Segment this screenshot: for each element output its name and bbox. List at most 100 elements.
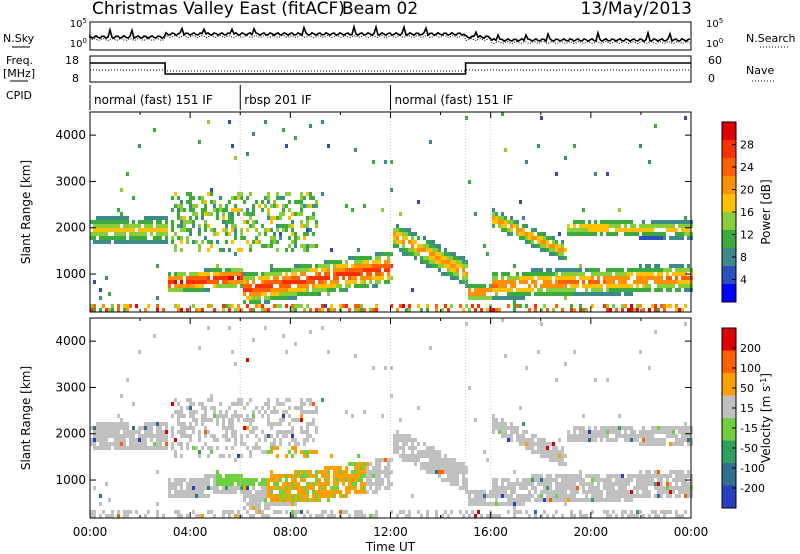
velocity-cell xyxy=(261,414,264,418)
power-cell xyxy=(513,276,516,280)
power-cell xyxy=(189,204,192,208)
velocity-cell xyxy=(177,442,180,446)
power-cell xyxy=(468,296,471,300)
velocity-cell xyxy=(540,322,543,326)
velocity-cell xyxy=(390,394,393,398)
power-cell xyxy=(282,228,285,232)
power-cell xyxy=(273,288,276,292)
velocity-cell xyxy=(246,358,249,362)
power-cell xyxy=(324,284,327,288)
power-cell xyxy=(99,296,102,300)
power-cell xyxy=(624,224,627,228)
velocity-cell xyxy=(462,466,465,470)
power-cell xyxy=(201,284,204,288)
velocity-cell xyxy=(450,510,453,514)
velocity-cell xyxy=(681,470,684,474)
power-cell xyxy=(360,304,363,308)
velocity-cell xyxy=(675,514,678,518)
power-cell xyxy=(174,204,177,208)
velocity-cell xyxy=(534,450,537,454)
power-cell xyxy=(231,304,234,308)
power-cell xyxy=(153,240,156,244)
velocity-cell xyxy=(354,466,357,470)
power-cell xyxy=(363,260,366,264)
power-cell xyxy=(360,284,363,288)
power-cell xyxy=(408,308,411,312)
velocity-cell xyxy=(222,426,225,430)
power-cell xyxy=(600,220,603,224)
power-cell xyxy=(285,288,288,292)
power-cell xyxy=(453,276,456,280)
velocity-cell xyxy=(639,494,642,498)
power-cell xyxy=(144,228,147,232)
velocity-cell xyxy=(423,450,426,454)
velocity-cell xyxy=(582,434,585,438)
velocity-cell xyxy=(231,446,234,450)
power-cell xyxy=(207,288,210,292)
power-cell xyxy=(279,196,282,200)
power-cell xyxy=(651,236,654,240)
velocity-cell xyxy=(231,510,234,514)
power-cell xyxy=(567,276,570,280)
power-cell xyxy=(657,220,660,224)
power-cell xyxy=(345,264,348,268)
velocity-cell xyxy=(306,438,309,442)
velocity-cell xyxy=(225,510,228,514)
power-cell xyxy=(177,204,180,208)
velocity-cell xyxy=(111,422,114,426)
power-cell xyxy=(285,284,288,288)
power-cell xyxy=(345,204,348,208)
velocity-cell xyxy=(507,510,510,514)
power-cell xyxy=(255,236,258,240)
velocity-cell xyxy=(267,514,270,518)
power-cell xyxy=(129,228,132,232)
velocity-cell xyxy=(180,446,183,450)
power-cell xyxy=(174,192,177,196)
power-cell xyxy=(657,288,660,292)
velocity-cell xyxy=(138,426,141,430)
velocity-cell xyxy=(555,446,558,450)
velocity-cell xyxy=(450,462,453,466)
power-cell xyxy=(564,268,567,272)
velocity-cell xyxy=(432,458,435,462)
velocity-cell xyxy=(633,474,636,478)
velocity-cell xyxy=(186,494,189,498)
velocity-cell xyxy=(162,446,165,450)
velocity-cell xyxy=(156,446,159,450)
y-tick-label: 3000 xyxy=(55,380,86,394)
power-cell xyxy=(486,308,489,312)
velocity-cell xyxy=(240,414,243,418)
velocity-cell xyxy=(675,478,678,482)
power-cell xyxy=(129,240,132,244)
velocity-cell xyxy=(675,426,678,430)
power-cell xyxy=(681,228,684,232)
power-cell xyxy=(432,252,435,256)
power-cell xyxy=(141,236,144,240)
nsearch-label: N.Search xyxy=(746,32,796,45)
velocity-cell xyxy=(543,454,546,458)
velocity-cell xyxy=(210,418,213,422)
velocity-cell xyxy=(297,490,300,494)
velocity-cell xyxy=(291,426,294,430)
power-cell xyxy=(222,308,225,312)
velocity-cell xyxy=(495,502,498,506)
velocity-cell xyxy=(342,494,345,498)
velocity-cell xyxy=(204,474,207,478)
power-cell xyxy=(558,276,561,280)
velocity-cell xyxy=(129,442,132,446)
velocity-cell xyxy=(579,434,582,438)
power-cell xyxy=(93,220,96,224)
power-cell xyxy=(240,196,243,200)
power-cell xyxy=(684,228,687,232)
power-cell xyxy=(141,228,144,232)
power-cell xyxy=(123,236,126,240)
velocity-cell xyxy=(501,318,504,322)
power-cell xyxy=(276,272,279,276)
power-cell xyxy=(408,304,411,308)
power-cell xyxy=(582,272,585,276)
velocity-cell xyxy=(255,510,258,514)
velocity-cell xyxy=(687,426,690,430)
power-cell xyxy=(285,224,288,228)
power-cell xyxy=(375,252,378,256)
power-cell xyxy=(156,240,159,244)
